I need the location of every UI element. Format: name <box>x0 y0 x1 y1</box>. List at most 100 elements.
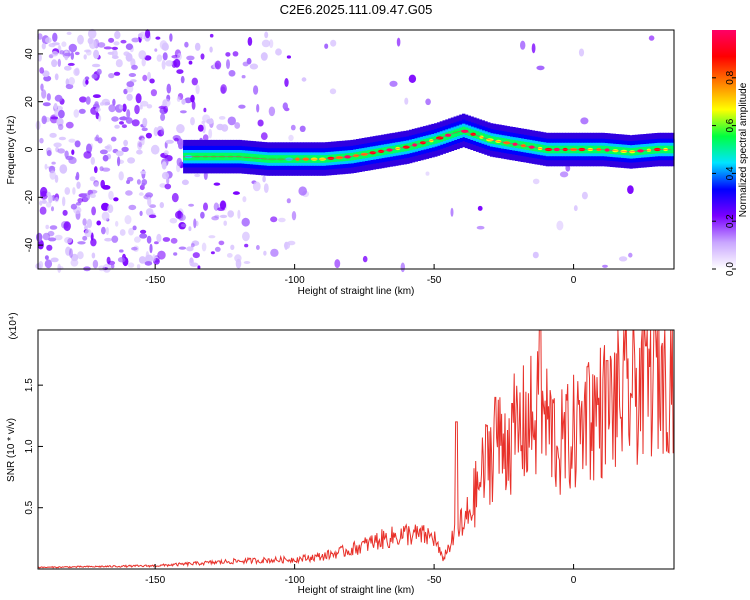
noise-blob <box>51 42 60 46</box>
noise-blob <box>197 265 201 270</box>
noise-blob <box>40 83 44 91</box>
noise-blob <box>89 189 98 194</box>
noise-blob <box>195 84 200 95</box>
noise-blob <box>74 140 81 148</box>
noise-blob <box>157 250 166 260</box>
y-tick-label: 0.5 <box>24 500 35 514</box>
noise-blob <box>181 179 189 186</box>
noise-blob <box>39 137 44 144</box>
noise-blob <box>141 58 146 67</box>
noise-blob <box>101 211 110 221</box>
noise-blob <box>110 136 117 142</box>
noise-blob <box>150 144 160 155</box>
noise-blob <box>178 246 187 250</box>
noise-blob <box>58 136 66 141</box>
noise-blob <box>119 249 124 253</box>
y-tick-label: 0 <box>24 146 35 152</box>
noise-blob <box>213 182 221 186</box>
noise-blob <box>91 63 101 68</box>
noise-blob <box>154 241 159 245</box>
noise-blob <box>117 156 121 167</box>
noise-blob <box>173 252 178 256</box>
noise-blob <box>165 60 173 67</box>
noise-blob <box>63 52 72 57</box>
noise-blob <box>91 73 98 79</box>
noise-blob <box>51 50 59 57</box>
noise-blob <box>532 178 540 185</box>
noise-blob <box>77 251 84 260</box>
noise-blob <box>138 192 144 196</box>
noise-blob <box>49 225 58 230</box>
noise-blob <box>125 43 133 50</box>
noise-blob <box>122 103 127 113</box>
noise-blob <box>52 32 58 42</box>
ridge-cell <box>671 145 675 154</box>
noise-blob <box>83 54 87 60</box>
colorbar-ticks: 0.0 0.2 0.4 0.6 0.8 <box>712 70 736 276</box>
noise-blob <box>159 202 164 209</box>
noise-blob <box>57 148 65 154</box>
noise-blob <box>127 157 136 164</box>
noise-blob <box>54 94 63 102</box>
noise-blob <box>176 157 182 167</box>
noise-blob <box>68 43 78 53</box>
noise-blob <box>257 119 264 127</box>
noise-blob <box>161 59 166 70</box>
noise-blob <box>203 202 208 211</box>
noise-blob <box>53 103 58 110</box>
noise-blob <box>84 225 88 231</box>
x-tick-label: -150 <box>145 275 165 286</box>
noise-blob <box>86 143 92 154</box>
noise-blob <box>244 243 249 248</box>
noise-blob <box>242 231 250 242</box>
y-tick-label: -20 <box>24 190 35 205</box>
spectrogram-y-axis-label: Frequency (Hz) <box>6 116 17 185</box>
noise-blob <box>49 132 57 138</box>
noise-blob <box>202 114 211 123</box>
noise-blob <box>115 220 119 227</box>
noise-blob <box>191 100 196 110</box>
noise-blob <box>93 52 99 59</box>
noise-blob <box>202 134 209 142</box>
spectrogram-heatmap <box>35 28 675 273</box>
noise-blob <box>136 264 141 269</box>
noise-blob <box>160 113 166 121</box>
noise-blob <box>163 105 169 113</box>
noise-blob <box>648 35 655 41</box>
noise-blob <box>54 108 59 118</box>
noise-blob <box>476 225 485 230</box>
noise-blob <box>39 206 47 215</box>
noise-blob <box>115 150 124 157</box>
noise-blob <box>578 48 585 57</box>
noise-blob <box>208 235 216 239</box>
noise-blob <box>275 48 282 56</box>
noise-blob <box>128 227 134 236</box>
noise-blob <box>43 75 52 82</box>
noise-blob <box>184 41 189 48</box>
noise-blob <box>134 236 141 243</box>
noise-blob <box>51 206 54 212</box>
noise-blob <box>201 120 205 125</box>
noise-blob <box>51 59 58 68</box>
noise-blob <box>264 31 269 39</box>
noise-blob <box>111 235 119 243</box>
noise-blob <box>404 97 409 105</box>
noise-blob <box>108 73 115 79</box>
noise-blob <box>174 137 179 142</box>
noise-blob <box>105 227 109 235</box>
noise-blob <box>82 218 87 226</box>
noise-blob <box>150 89 157 97</box>
spectrogram-panel: -150 -100 -50 0 -40 -20 0 20 40 Height of strai… <box>6 28 675 297</box>
noise-blob <box>121 124 127 129</box>
noise-blob <box>38 261 44 269</box>
noise-blob <box>573 205 578 212</box>
noise-blob <box>85 96 91 105</box>
noise-blob <box>146 104 153 109</box>
noise-blob <box>111 49 118 59</box>
noise-blob <box>108 37 115 43</box>
noise-blob <box>241 75 246 79</box>
noise-blob <box>270 216 278 223</box>
noise-blob <box>64 150 69 159</box>
y-tick-label: 1.5 <box>24 378 35 392</box>
noise-blob <box>208 128 213 139</box>
